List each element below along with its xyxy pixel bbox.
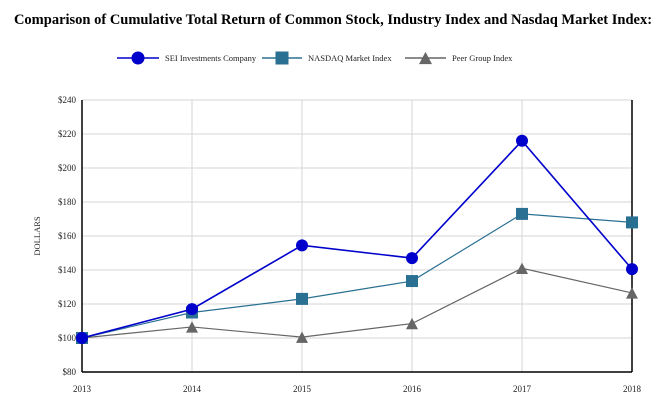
data-point-square — [406, 275, 418, 288]
grid — [81, 99, 633, 373]
legend-item: SEI Investments Company — [117, 51, 257, 65]
x-tick-label: 2017 — [513, 384, 532, 394]
y-axis-ticks: $80 $100 $120 $140 $160 $180 $200 $220 $240 — [58, 95, 77, 377]
data-point-triangle — [406, 317, 418, 330]
legend-marker-square — [275, 51, 289, 65]
data-point-circle — [406, 252, 418, 265]
data-point-square — [296, 292, 308, 305]
y-tick-label: $80 — [63, 367, 77, 377]
legend-item: Peer Group Index — [405, 51, 513, 65]
series-triangle — [76, 262, 638, 344]
data-point-square — [626, 216, 638, 229]
y-tick-label: $160 — [58, 231, 77, 241]
y-tick-label: $100 — [58, 333, 77, 343]
series-line — [81, 139, 633, 339]
y-tick-label: $240 — [58, 95, 77, 105]
series-circle — [76, 134, 638, 344]
legend-marker-triangle — [419, 51, 432, 65]
series-line — [81, 267, 633, 339]
data-point-square — [516, 207, 528, 220]
x-tick-label: 2015 — [293, 384, 312, 394]
y-tick-label: $140 — [58, 265, 77, 275]
legend-label: SEI Investments Company — [165, 53, 257, 63]
data-point-circle — [296, 239, 308, 252]
series-group — [76, 134, 638, 344]
x-tick-label: 2016 — [403, 384, 422, 394]
chart-title: Comparison of Cumulative Total Return of… — [13, 12, 653, 28]
series-line — [81, 213, 633, 339]
data-point-triangle — [626, 287, 638, 299]
data-point-circle — [186, 303, 198, 316]
legend-label: NASDAQ Market Index — [308, 53, 392, 63]
y-tick-label: $220 — [58, 129, 77, 139]
x-tick-label: 2013 — [73, 384, 92, 394]
legend-marker-circle — [131, 51, 145, 65]
data-point-triangle — [186, 321, 198, 333]
y-tick-label: $180 — [58, 197, 77, 207]
legend-label: Peer Group Index — [452, 53, 513, 63]
data-point-triangle — [516, 262, 528, 274]
data-point-circle — [76, 332, 88, 344]
x-axis-ticks: 2013 2014 2015 2016 2017 2018 — [73, 384, 642, 394]
data-point-circle — [516, 134, 528, 147]
y-tick-label: $120 — [58, 299, 77, 309]
y-tick-label: $200 — [58, 163, 77, 173]
axes — [81, 100, 633, 373]
y-axis-label: DOLLARS — [32, 216, 42, 255]
data-point-circle — [626, 263, 638, 276]
data-point-triangle — [296, 331, 308, 343]
x-tick-label: 2014 — [183, 384, 202, 394]
x-tick-label: 2018 — [623, 384, 642, 394]
legend: SEI Investments Company NASDAQ Market Ind… — [117, 51, 513, 65]
legend-item: NASDAQ Market Index — [262, 51, 392, 65]
